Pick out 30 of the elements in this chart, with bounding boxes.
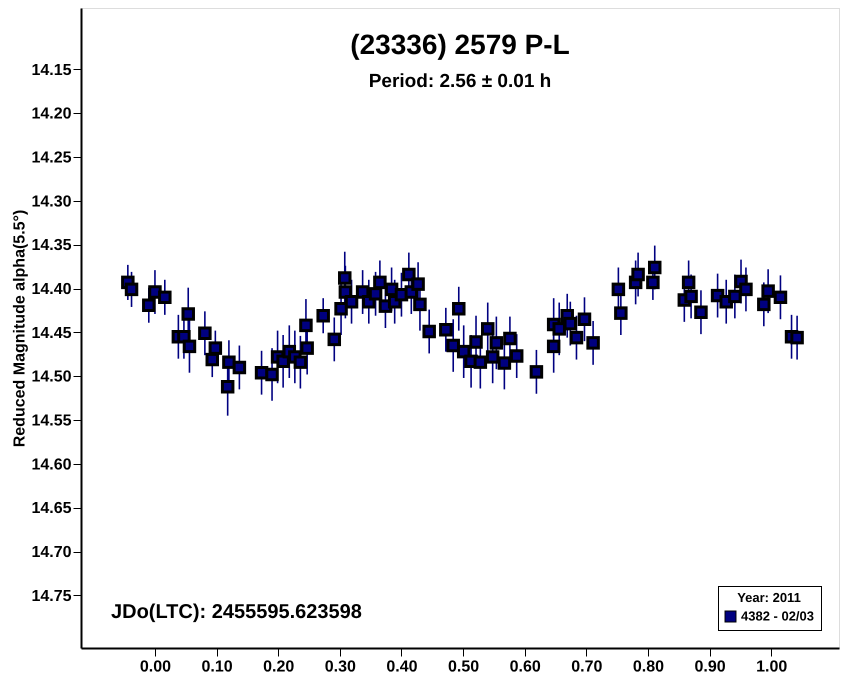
y-tick-label: 14.30 bbox=[31, 193, 72, 210]
text: Period: 2.56 ± 0.01 h bbox=[368, 71, 552, 92]
x-tick-label: 0.60 bbox=[510, 658, 541, 676]
y-tick-label: 14.50 bbox=[31, 368, 72, 386]
x-tick-label: 0.40 bbox=[386, 658, 418, 676]
text: (23336) 2579 P-L bbox=[350, 29, 570, 60]
y-tick-label: 14.45 bbox=[31, 324, 72, 342]
y-tick-label: 14.20 bbox=[31, 106, 72, 123]
x-tick-label: 0.70 bbox=[571, 658, 603, 676]
x-tick-label: 0.90 bbox=[694, 658, 726, 676]
x-tick-label: 1.00 bbox=[756, 658, 788, 676]
x-tick-label: 0.30 bbox=[324, 658, 356, 676]
y-tick-label: 14.75 bbox=[31, 588, 72, 605]
annotation: JDo(LTC): 2455595.623598 bbox=[111, 601, 362, 623]
y-tick-label: 14.70 bbox=[31, 544, 72, 562]
x-tick-label: 0.20 bbox=[263, 658, 294, 676]
y-axis-title: Reduced Magnitude alpha(5.5°) bbox=[11, 210, 28, 448]
x-tick-label: 0.10 bbox=[202, 658, 233, 676]
y-tick-label: 14.35 bbox=[31, 237, 72, 254]
y-tick-label: 14.40 bbox=[31, 281, 72, 298]
y-tick-label: 14.65 bbox=[31, 500, 72, 518]
x-tick-label: 0.00 bbox=[140, 658, 172, 676]
y-tick-label: 14.60 bbox=[31, 456, 72, 474]
legend-label: 4382 - 02/03 bbox=[741, 608, 814, 624]
y-tick-label: 14.25 bbox=[31, 150, 72, 167]
y-tick-label: 14.15 bbox=[31, 62, 72, 79]
legend-title: Year: 2011 bbox=[737, 590, 801, 605]
x-tick-label: 0.50 bbox=[448, 658, 480, 676]
y-tick-label: 14.55 bbox=[31, 412, 72, 430]
x-tick-label: 0.80 bbox=[632, 658, 664, 676]
